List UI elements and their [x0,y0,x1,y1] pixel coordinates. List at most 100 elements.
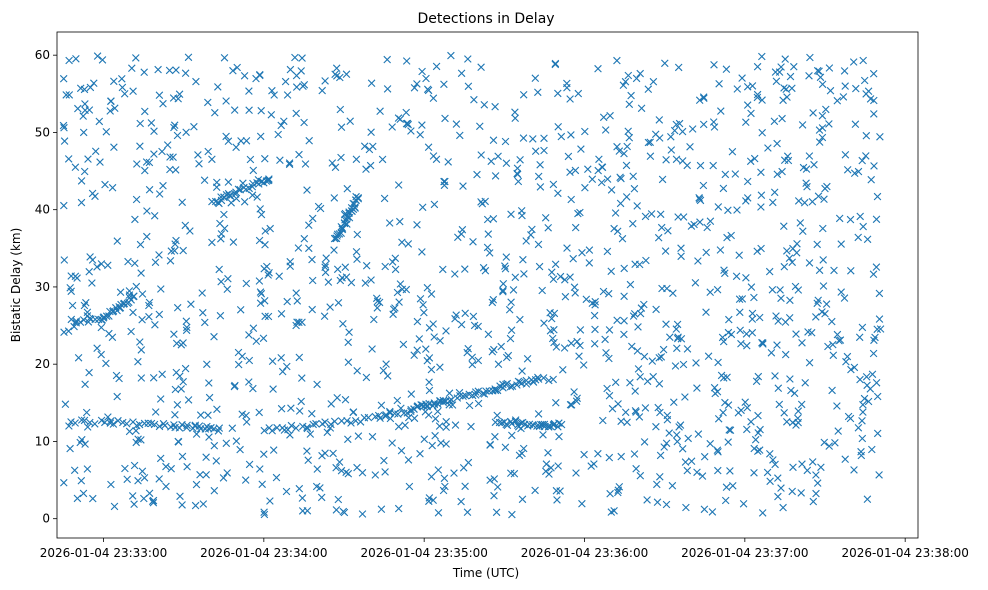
detection-marker [239,179,247,187]
y-axis-label: Bistatic Delay (km) [9,228,23,343]
detection-marker [413,317,422,326]
detection-marker [864,397,873,406]
detection-marker [80,167,89,176]
detection-marker [485,249,494,257]
detection-marker [404,240,413,248]
detection-marker [238,410,246,418]
detection-marker [506,334,515,343]
detection-marker [432,62,441,71]
detection-marker [806,53,814,62]
detection-marker [308,255,316,264]
detection-marker [376,107,384,115]
detection-marker [534,240,543,249]
detection-marker [868,445,876,454]
x-tick-label: 2026-01-04 23:34:00 [200,546,327,560]
detection-marker [166,153,174,161]
detection-marker [870,336,878,345]
detection-marker [182,317,191,325]
detection-marker [560,344,569,352]
detection-marker [672,155,681,164]
detection-marker [780,84,788,92]
detection-marker [696,218,704,226]
detection-marker [636,471,645,480]
detection-marker [140,494,148,503]
detection-marker [778,167,786,176]
detection-marker [847,267,855,275]
detection-marker [489,295,498,304]
detection-marker [70,322,78,331]
detection-marker [815,138,824,146]
detection-marker [344,338,352,347]
detection-marker [388,439,396,447]
detection-marker [754,447,762,455]
detection-marker [797,400,806,409]
detection-marker [808,197,817,206]
detection-marker [717,107,725,115]
detection-marker [742,118,750,126]
detection-marker [624,127,632,136]
detection-marker [656,210,665,219]
detection-marker [260,297,269,305]
detection-marker [590,311,599,320]
detection-marker [771,460,779,469]
detection-marker [812,471,820,479]
detection-marker [606,489,614,498]
detection-marker [457,320,466,329]
detection-marker [362,373,371,382]
detection-marker [335,458,344,466]
detection-points [59,51,885,519]
detection-marker [252,337,261,345]
detection-marker [783,152,792,160]
detection-marker [769,456,777,464]
detection-marker [451,314,459,323]
detection-marker [662,320,670,328]
detection-marker [574,209,582,218]
detection-marker [552,343,561,351]
detection-marker [374,411,383,420]
detection-marker [822,105,830,114]
detection-marker [394,410,402,418]
detection-marker [283,362,291,371]
detection-marker [260,508,268,516]
detection-marker [275,272,283,280]
detection-marker [252,74,260,83]
detection-marker [850,169,859,177]
detection-marker [787,386,795,395]
detection-marker [394,181,403,189]
detection-marker [647,210,656,218]
detection-marker [179,339,187,347]
detection-marker [611,378,620,387]
detection-marker [371,471,380,479]
detection-marker [715,80,723,88]
detection-marker [623,418,631,427]
detection-marker [812,489,820,498]
detection-marker [855,333,864,342]
detection-marker [204,411,212,419]
detection-marker [786,375,794,383]
detection-marker [818,133,827,142]
detection-marker [420,308,428,317]
detection-marker [486,440,494,449]
detection-marker [508,382,517,390]
detection-marker [227,199,235,207]
detection-marker [539,374,548,382]
detection-marker [566,95,574,103]
detection-marker [469,312,478,321]
detection-marker [683,345,692,353]
detection-marker [419,301,427,309]
detection-marker [646,152,655,160]
detection-marker [554,462,562,470]
detection-marker [456,392,464,400]
detection-marker [623,142,631,151]
detection-marker [854,424,863,432]
detection-marker [549,180,558,189]
detection-marker [286,65,295,74]
detection-marker [61,400,70,408]
detection-marker [614,488,622,497]
detection-marker [179,377,187,386]
detection-marker [603,247,612,256]
detection-marker [870,96,878,105]
detection-marker [738,295,747,303]
detection-marker [208,238,216,247]
detection-marker [693,384,701,392]
